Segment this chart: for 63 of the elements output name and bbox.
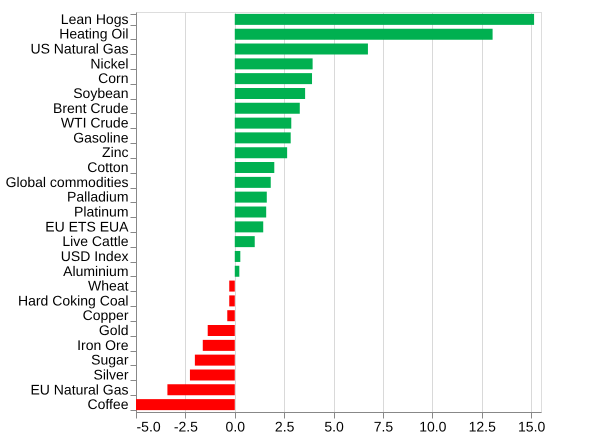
y-tick-label: Palladium xyxy=(67,188,128,205)
x-tick-label: -2.5 xyxy=(174,418,198,434)
bar xyxy=(234,162,274,174)
y-tick-label: Global commodities xyxy=(6,174,128,190)
x-tick-label: 15.0 xyxy=(518,418,546,434)
y-tick-label: WTI Crude xyxy=(60,114,129,131)
y-tick-label: Platinum xyxy=(74,204,128,220)
y-tick-label: Nickel xyxy=(90,55,128,72)
x-tick-label: 10.0 xyxy=(419,418,447,434)
y-tick-label: Aluminium xyxy=(63,262,128,279)
y-tick-label: Cotton xyxy=(87,159,128,176)
y-tick-label: Gold xyxy=(98,322,128,338)
y-tick-label: Gasoline xyxy=(73,129,129,146)
bar xyxy=(234,192,267,203)
x-tick-label: 0.0 xyxy=(226,418,246,434)
y-tick-label: EU ETS EUA xyxy=(45,218,130,234)
y-tick-label: Sugar xyxy=(91,352,129,368)
y-tick-label: Hard Coking Coal xyxy=(18,292,128,308)
bar xyxy=(234,118,292,129)
y-tick-label: USD Index xyxy=(60,248,128,264)
x-tick-label: 7.5 xyxy=(374,418,394,434)
bar xyxy=(229,295,235,306)
bar xyxy=(234,14,534,25)
bar xyxy=(234,221,264,232)
y-tick-label: Soybean xyxy=(73,84,128,101)
bar xyxy=(234,176,271,188)
bar xyxy=(136,399,235,410)
bar xyxy=(234,28,493,40)
bar xyxy=(234,147,288,158)
bar xyxy=(194,354,235,366)
x-tick-label: 12.5 xyxy=(468,418,496,434)
y-tick-label: Corn xyxy=(98,70,128,86)
bar xyxy=(227,310,235,322)
y-tick-label: Live Cattle xyxy=(62,233,129,250)
y-tick-label: Coffee xyxy=(88,396,129,412)
bar xyxy=(234,73,312,84)
y-tick-label: Zinc xyxy=(102,144,128,160)
x-tick-label: -5.0 xyxy=(136,418,161,434)
bar xyxy=(234,88,306,99)
bar xyxy=(234,206,266,218)
bar xyxy=(234,236,255,248)
bar xyxy=(234,250,240,262)
y-tick-label: Iron Ore xyxy=(77,336,129,353)
bar xyxy=(234,44,368,55)
bar xyxy=(234,266,240,277)
bar xyxy=(190,369,235,380)
y-tick-label: Heating Oil xyxy=(59,26,128,42)
y-tick-label: Brent Crude xyxy=(53,100,129,116)
y-tick-label: Lean Hogs xyxy=(60,10,128,27)
bar xyxy=(229,280,235,292)
bar xyxy=(167,384,235,396)
bar xyxy=(234,58,313,70)
y-tick-label: Silver xyxy=(93,366,129,382)
y-tick-label: US Natural Gas xyxy=(30,40,128,57)
y-tick-label: Wheat xyxy=(88,278,129,294)
bar xyxy=(234,102,300,114)
bar xyxy=(202,340,235,351)
bar xyxy=(234,132,291,144)
bar xyxy=(208,325,235,336)
x-tick-label: 2.5 xyxy=(274,418,295,434)
x-tick-label: 5.0 xyxy=(324,418,344,434)
y-tick-label: Copper xyxy=(82,307,129,324)
y-tick-label: EU Natural Gas xyxy=(30,381,128,398)
